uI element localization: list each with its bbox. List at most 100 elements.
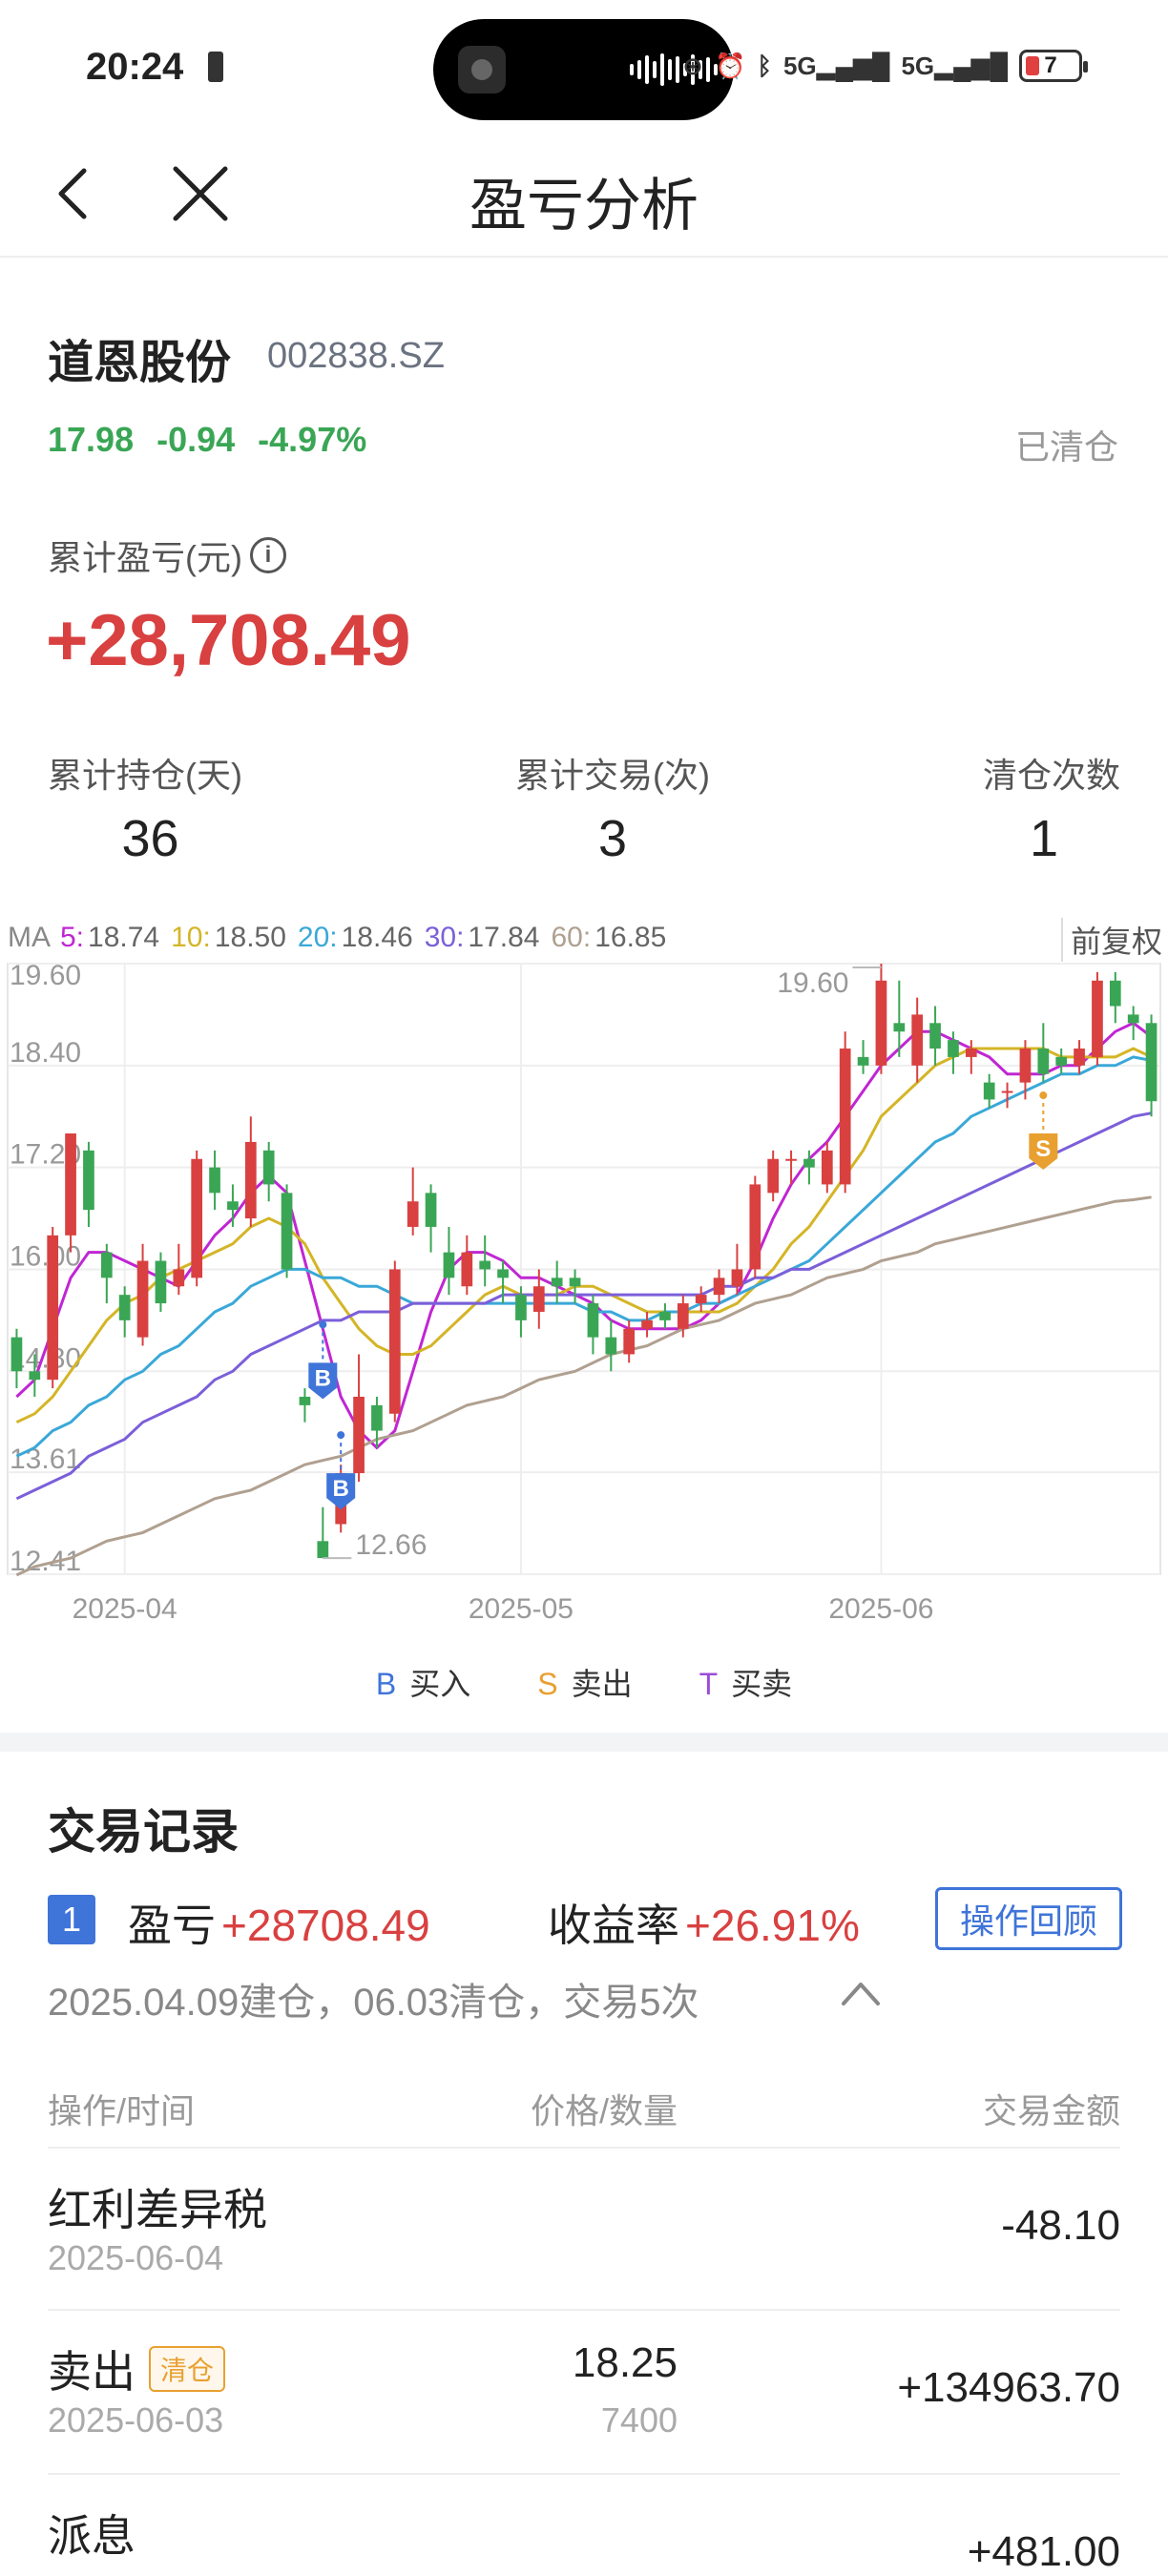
ma-line-10 [15, 1047, 1153, 1424]
high-label: 19.60 [777, 967, 848, 999]
candle [821, 1150, 833, 1185]
record-pl-label: 盈亏 [128, 1901, 216, 1950]
candle [281, 1193, 293, 1270]
page-title: 盈亏分析 [469, 174, 699, 238]
candle [244, 1141, 257, 1219]
ma-legend-key: MA [8, 922, 51, 953]
ma-legend-item: 30: 17.84 [425, 922, 546, 953]
divider [48, 2473, 1120, 2475]
low-label: 12.66 [355, 1529, 427, 1561]
candle [1001, 1091, 1013, 1093]
chevron-up-icon[interactable] [840, 1979, 882, 2007]
info-icon[interactable]: i [249, 537, 286, 573]
candle [443, 1252, 455, 1278]
candle [911, 1014, 924, 1066]
ma-legend-key: 60: [551, 922, 592, 953]
candle [227, 1201, 239, 1211]
ma-legend-item: 5: 18.74 [60, 922, 165, 953]
bluetooth-icon: ᛒ [757, 51, 772, 80]
y-tick-label: 13.61 [10, 1444, 81, 1475]
candle [1074, 1049, 1085, 1066]
candle [731, 1269, 743, 1287]
dynamic-island [433, 19, 734, 120]
legend-trade: T 买卖 [699, 1660, 793, 1704]
candle [713, 1278, 725, 1296]
legend-buy: B 买入 [376, 1660, 470, 1704]
ma-legend-key: 10: [171, 922, 211, 953]
record-return-label: 收益率 [548, 1901, 679, 1950]
candle [388, 1269, 401, 1414]
ma-legend-value: 17.84 [468, 922, 540, 953]
row-op-name: 卖出 [48, 2347, 136, 2397]
divider [48, 2309, 1120, 2311]
candle [1145, 1023, 1158, 1102]
candle [695, 1295, 707, 1304]
record-index-badge: 1 [48, 1895, 95, 1944]
marker-dot [337, 1431, 345, 1440]
cum-pl-value: +28,708.49 [46, 600, 411, 681]
marker-legend: B 买入 S 卖出 T 买卖 [0, 1660, 1168, 1704]
candle [1055, 1056, 1068, 1066]
candle [461, 1252, 473, 1287]
cum-pl-label-text: 累计盈亏(元) [48, 538, 242, 577]
table-row-name: 卖出 清仓 [48, 2337, 226, 2400]
row-price: 18.25 [572, 2339, 678, 2386]
row-amount: -48.10 [1001, 2202, 1120, 2249]
marker-label: B [333, 1476, 349, 1502]
marker-label: S [1035, 1136, 1051, 1162]
marker-b [308, 1362, 338, 1400]
stock-price: 17.98 [48, 420, 135, 459]
review-button[interactable]: 操作回顾 [935, 1887, 1122, 1950]
candle [803, 1158, 815, 1168]
candle [1109, 980, 1121, 1007]
clear-tag: 清仓 [149, 2346, 226, 2392]
candle [371, 1404, 383, 1431]
back-icon[interactable] [48, 165, 105, 222]
row-op-name: 派息 [48, 2511, 136, 2561]
candle [1127, 1014, 1139, 1024]
cum-pl-label: 累计盈亏(元) i [48, 530, 286, 580]
stock-name: 道恩股份 [48, 338, 232, 388]
candle [965, 1049, 977, 1057]
ma-legend-value: 18.74 [88, 922, 160, 953]
clears-value: 1 [1029, 810, 1059, 867]
candle [659, 1311, 671, 1320]
position-state: 已清仓 [1014, 427, 1118, 467]
candle [479, 1260, 491, 1270]
ma-legend-item: 10: 18.50 [171, 922, 292, 953]
candle [425, 1193, 437, 1227]
candle [785, 1158, 797, 1161]
status-icons: ⊛ ⏰ ᛒ 5G▂▄▆█ 5G▂▄▆█ 7 [682, 50, 1088, 82]
record-pl-value: +28708.49 [221, 1901, 430, 1950]
ma-legend-key: 30: [424, 922, 465, 953]
ma-line-30 [15, 1111, 1152, 1501]
kline-chart[interactable]: 19.6018.4017.2016.0014.8013.6112.412025-… [0, 914, 1168, 1639]
marker-b [326, 1473, 356, 1510]
candle [1019, 1049, 1032, 1083]
candle [497, 1269, 509, 1278]
ma-legend: MA 5: 18.74 10: 18.50 20: 18.46 30: 17.84 60: 16.8… [8, 922, 678, 954]
hold-days-label: 累计持仓(天) [48, 756, 242, 795]
candle [641, 1319, 653, 1329]
y-tick-label: 19.60 [10, 960, 81, 991]
col-header-amount: 交易金额 [982, 2091, 1120, 2130]
y-tick-label: 16.00 [10, 1240, 81, 1272]
ma-line-60 [15, 1195, 1152, 1577]
ma-legend-item: MA [8, 922, 54, 953]
candle [47, 1235, 59, 1381]
candle [155, 1260, 167, 1304]
close-icon[interactable] [170, 163, 231, 224]
candle [767, 1158, 780, 1194]
col-header-op: 操作/时间 [48, 2091, 196, 2130]
candle [623, 1328, 636, 1355]
signal-icon-2: 5G▂▄▆█ [901, 51, 1008, 80]
legend-buy-key: B [375, 1667, 397, 1701]
adjust-label[interactable]: 前复权 [1060, 918, 1162, 962]
legend-trade-key: T [699, 1667, 719, 1701]
record-pl: 盈亏 +28708.49 [128, 1891, 430, 1954]
camera-icon [458, 46, 506, 93]
marker-label: B [315, 1365, 331, 1391]
candle [605, 1337, 617, 1355]
ma-legend-item: 20: 18.46 [298, 922, 419, 953]
table-row-name: 红利差异税 [48, 2175, 267, 2238]
